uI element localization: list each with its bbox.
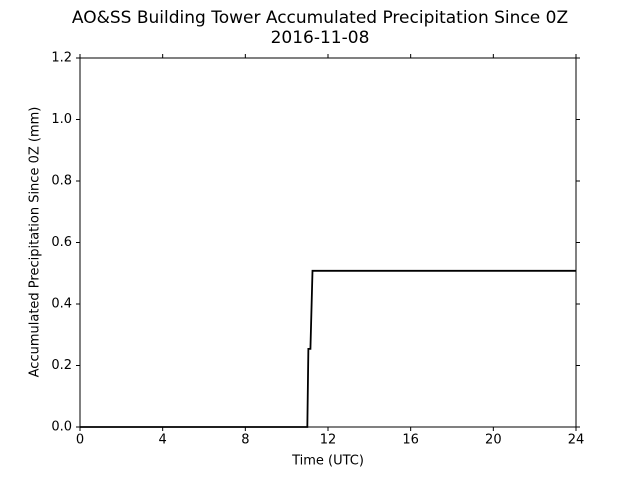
y-tick-label: 0.4	[51, 297, 72, 312]
y-tick-label: 1.0	[51, 112, 72, 127]
line-series	[80, 269, 576, 428]
y-axis-label: Accumulated Precipitation Since 0Z (mm)	[28, 107, 43, 378]
y-tick-label: 0.2	[51, 358, 72, 373]
x-tick-label: 8	[241, 433, 249, 448]
x-tick-label: 16	[402, 433, 419, 448]
plot-frame	[79, 57, 577, 428]
y-tick-label: 0.0	[51, 420, 72, 435]
chart-title: AO&SS Building Tower Accumulated Precipi…	[72, 8, 568, 28]
x-axis-label: Time (UTC)	[291, 454, 364, 469]
x-tick-label: 0	[76, 433, 84, 448]
x-tick-label: 12	[320, 433, 337, 448]
x-tick-label: 20	[485, 433, 502, 448]
x-tick-label: 24	[568, 433, 585, 448]
y-tick-label: 0.8	[51, 174, 72, 189]
y-tick-label: 1.2	[51, 51, 72, 66]
chart-subtitle: 2016-11-08	[271, 28, 370, 48]
y-tick-label: 0.6	[51, 235, 72, 250]
x-tick-label: 4	[159, 433, 167, 448]
